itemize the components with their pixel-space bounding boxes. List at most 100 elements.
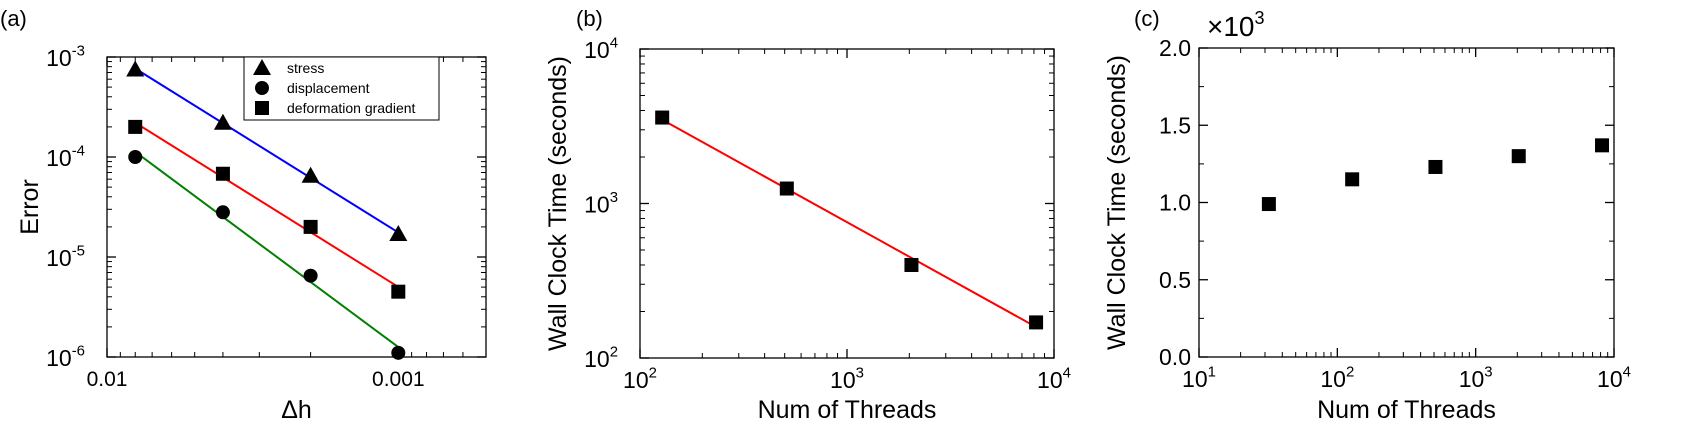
y-tick-label: 0.5 [1159,267,1191,293]
data-point-series-1 [1029,315,1044,330]
plot-frame [639,48,1055,359]
legend-marker-2 [255,81,269,95]
data-point-series-1 [1595,138,1610,153]
data-point-series-2 [215,205,230,220]
tick-label-exponent: -4 [72,143,85,160]
tick-label-exponent: 3 [1484,364,1492,381]
panel-label: (c) [1134,6,1160,31]
data-point-series-1 [389,224,408,241]
tick-label-base: 10 [830,367,856,393]
y-tick-label: 1.0 [1159,190,1191,216]
data-point-series-1 [655,110,670,125]
tick-label-exponent: -3 [72,43,85,60]
legend-label-2: displacement [287,80,370,96]
x-tick-label: 103 [830,365,864,393]
x-tick-label: 102 [1320,364,1354,392]
data-point-series-1 [1261,197,1276,212]
data-point-series-1 [301,166,320,183]
x-tick-label: 101 [1182,364,1216,392]
fit-line-series-3 [134,121,399,288]
data-point-series-2 [128,150,143,164]
y-tick-label: 10-6 [46,343,85,371]
tick-label-exponent: 3 [856,365,864,382]
y-multiplier: ×103 [1207,8,1265,42]
tick-label-base: 10 [1597,366,1623,392]
y-tick-label: 10-4 [46,143,85,171]
y-multiplier-base: ×10 [1207,11,1255,42]
legend-marker-1 [253,59,271,75]
tick-label-exponent: 4 [610,35,618,52]
legend-box [243,56,440,121]
tick-label-base: 10 [1459,366,1485,392]
panel-label: (b) [576,6,603,31]
data-point-series-1 [779,181,794,196]
data-point-series-3 [303,219,318,234]
tick-label-exponent: 2 [1346,364,1354,381]
legend: stress displacement deformation gradient [243,56,440,121]
tick-label-exponent: 2 [610,344,618,361]
x-tick-label: 103 [1459,364,1493,392]
y-axis-label: Wall Clock Time (seconds) [544,56,572,351]
tick-label-base: 10 [1037,367,1063,393]
chart-panel-1: (a)0.01 0.00110-310-410-510-6ΔhErrorstres… [0,6,487,424]
y-tick-label: 10-5 [46,243,85,271]
data-point-series-3 [391,284,406,299]
plot-frame [1198,47,1615,358]
y-tick-label: 104 [584,35,618,63]
tick-label-base: 10 [584,192,610,218]
tick-label-exponent: 4 [1623,364,1631,381]
tick-label-exponent: -6 [72,343,85,360]
tick-label-base: 10 [584,37,610,63]
legend-label-3: deformation gradient [287,100,416,116]
y-tick-label: 103 [584,189,618,217]
tick-label-exponent: -5 [72,243,85,260]
x-tick-label: 104 [1037,365,1071,393]
tick-label-base: 10 [46,145,72,171]
data-point-series-3 [215,166,230,181]
x-tick-label: 0.001 [372,368,425,391]
x-axis-label: Num of Threads [758,396,937,424]
tick-label-base: 10 [623,367,649,393]
tick-label-base: 10 [1320,366,1346,392]
data-point-series-2 [303,268,318,283]
y-axis-label: Error [16,179,44,235]
tick-label-base: 10 [46,45,72,71]
x-tick-label: 104 [1597,364,1631,392]
fit-line-series-1 [134,67,399,234]
data-point-series-1 [1345,172,1360,187]
data-point-series-1 [904,257,919,272]
tick-label-exponent: 1 [1208,364,1216,381]
x-axis-label: Δh [281,396,312,424]
y-tick-label: 0.0 [1159,344,1191,370]
data-point-series-1 [126,60,145,77]
fit-line-series-2 [134,151,399,348]
tick-label-exponent: 4 [1063,365,1071,382]
tick-label-base: 10 [584,346,610,372]
y-tick-label: 2.0 [1159,35,1191,61]
data-point-series-1 [1428,159,1443,174]
data-point-series-1 [213,113,232,130]
tick-label-exponent: 3 [610,189,618,206]
data-point-series-3 [128,119,143,134]
tick-label-base: 10 [46,345,72,371]
x-tick-label: 102 [623,365,657,393]
y-tick-label: 102 [584,344,618,372]
tick-label-base: 10 [1182,366,1208,392]
y-multiplier-exponent: 3 [1255,8,1265,28]
legend-label-1: stress [287,60,324,76]
data-point-series-1 [1511,149,1526,164]
fit-line-series-1 [661,118,1037,328]
y-axis-label: Wall Clock Time (seconds) [1103,55,1131,350]
tick-label-base: 10 [46,245,72,271]
x-tick-label: 0.01 [87,368,128,391]
y-tick-label: 10-3 [46,43,85,71]
y-tick-label: 1.5 [1159,112,1191,138]
legend-marker-3 [255,101,269,115]
tick-label-exponent: 2 [649,365,657,382]
data-point-series-2 [391,345,406,360]
x-axis-label: Num of Threads [1317,396,1496,424]
panel-label: (a) [0,6,27,31]
